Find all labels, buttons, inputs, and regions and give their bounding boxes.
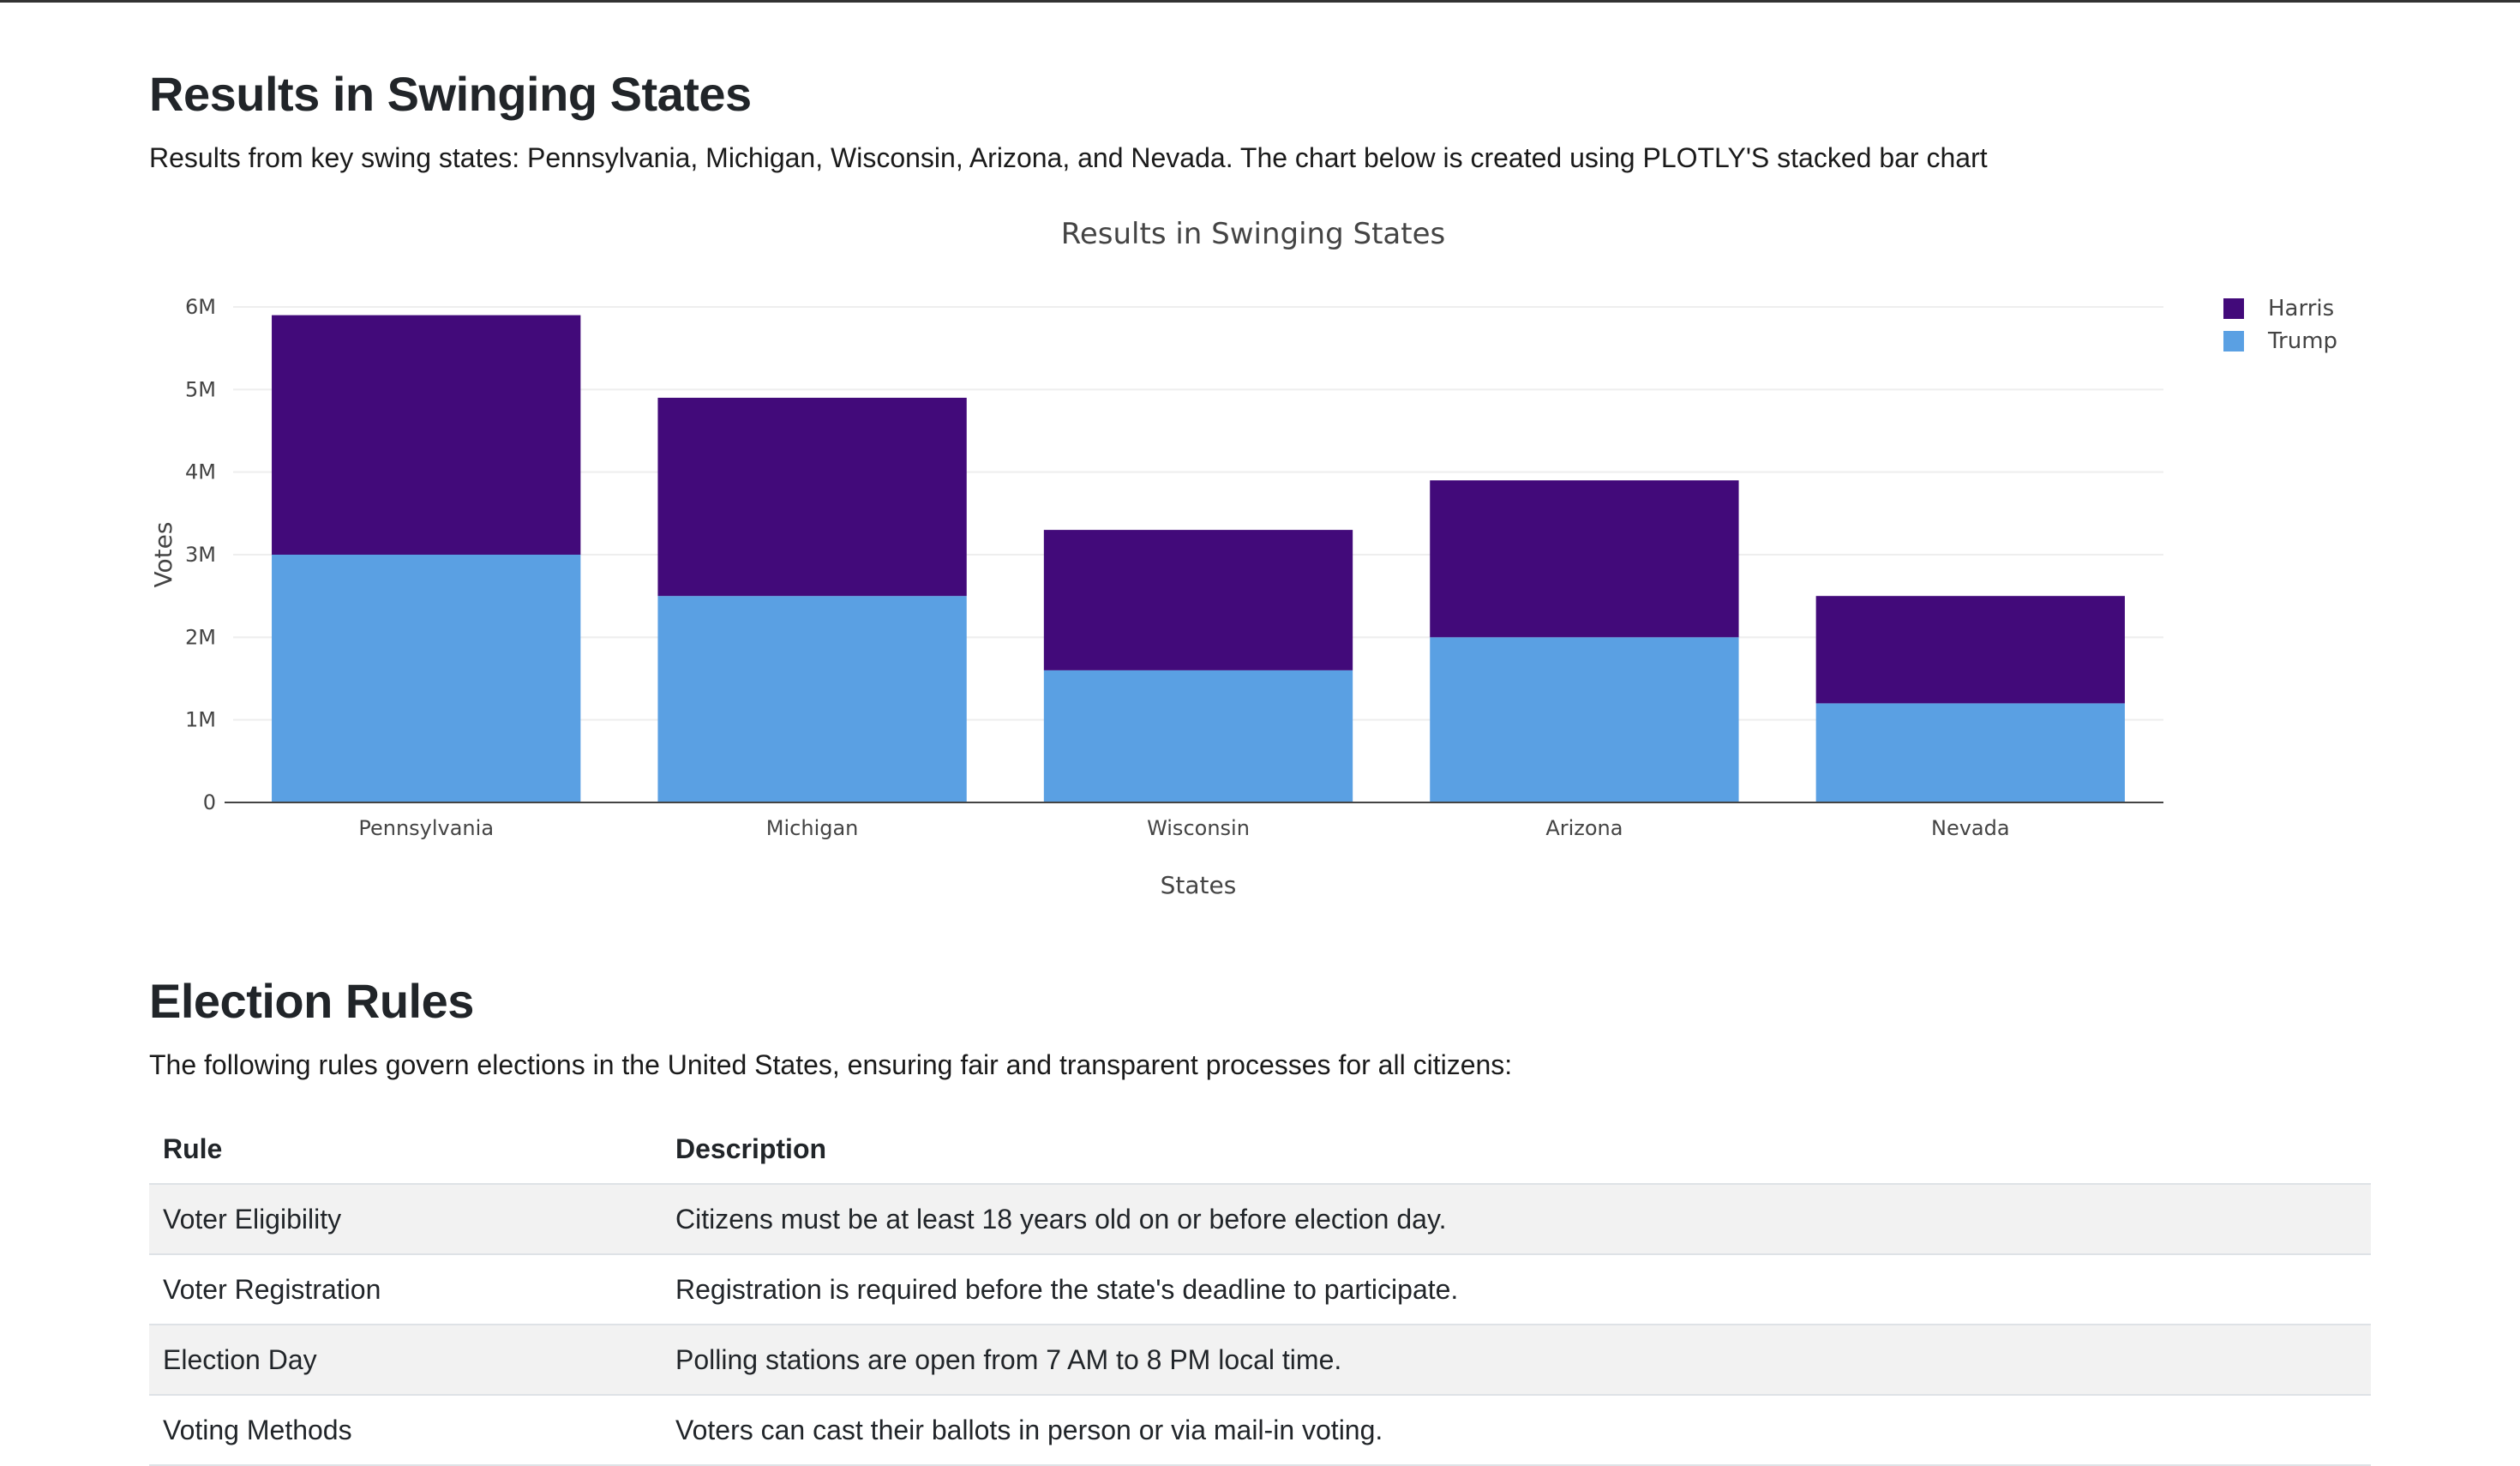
legend-swatch-harris <box>2223 298 2244 319</box>
bar-trump-michigan <box>657 596 967 802</box>
section-description-results: Results from key swing states: Pennsylva… <box>149 142 1988 173</box>
x-tick-label: Nevada <box>1931 816 2010 840</box>
bar-trump-wisconsin <box>1043 670 1353 802</box>
section-title-results: Results in Swinging States <box>149 67 752 121</box>
bar-trump-pennsylvania <box>272 555 581 802</box>
bar-harris-nevada <box>1815 596 2125 704</box>
legend-swatch-trump <box>2223 331 2244 351</box>
x-tick-label: Michigan <box>766 816 859 840</box>
table-row: Election Day Polling stations are open f… <box>149 1325 2371 1396</box>
column-header-description: Description <box>662 1115 2371 1185</box>
description-cell: Polling stations are open from 7 AM to 8… <box>662 1325 2371 1396</box>
table-row: Voter Registration Registration is requi… <box>149 1254 2371 1325</box>
description-cell: Citizens must be at least 18 years old o… <box>662 1184 2371 1255</box>
rule-cell: Election Day <box>149 1325 662 1396</box>
stacked-bar-chart[interactable]: Results in Swinging States 0 1M 2M 3M 4M 5M 6M P… <box>141 202 2369 922</box>
bar-harris-michigan <box>657 397 967 597</box>
bar-harris-wisconsin <box>1043 530 1353 670</box>
bar-harris-pennsylvania <box>272 315 581 555</box>
top-border <box>0 0 2520 3</box>
y-tick-label: 3M <box>185 543 216 567</box>
y-tick-label: 5M <box>185 377 216 401</box>
x-tick-label: Wisconsin <box>1147 816 1250 840</box>
legend-label-harris: Harris <box>2268 296 2334 321</box>
y-tick-label: 6M <box>185 295 216 319</box>
chart-container[interactable]: Results in Swinging States 0 1M 2M 3M 4M 5M 6M P… <box>141 202 2369 922</box>
legend-label-trump: Trump <box>2267 328 2337 354</box>
column-header-rule: Rule <box>149 1115 662 1185</box>
description-cell: Registration is required before the stat… <box>662 1254 2371 1325</box>
section-title-rules: Election Rules <box>149 974 474 1028</box>
chart-title: Results in Swinging States <box>1061 217 1445 251</box>
x-tick-label: Arizona <box>1545 816 1623 840</box>
description-cell: Voters can cast their ballots in person … <box>662 1395 2371 1466</box>
y-tick-label: 4M <box>185 460 216 484</box>
bar-trump-nevada <box>1815 703 2125 802</box>
table-row: Voter Eligibility Citizens must be at le… <box>149 1184 2371 1255</box>
x-axis-title: States <box>1161 871 1237 899</box>
rule-cell: Voting Methods <box>149 1395 662 1466</box>
bar-trump-arizona <box>1430 637 1739 802</box>
y-tick-label: 1M <box>185 708 216 732</box>
table-row: Voting Methods Voters can cast their bal… <box>149 1395 2371 1466</box>
section-description-rules: The following rules govern elections in … <box>149 1049 1513 1080</box>
y-axis-title: Votes <box>149 522 177 588</box>
y-tick-label: 2M <box>185 625 216 649</box>
y-tick-label: 0 <box>203 790 216 814</box>
table-header-row: Rule Description <box>149 1115 2371 1185</box>
x-tick-label: Pennsylvania <box>358 816 494 840</box>
rule-cell: Voter Eligibility <box>149 1184 662 1255</box>
rule-cell: Voter Registration <box>149 1254 662 1325</box>
election-rules-table: Rule Description Voter Eligibility Citiz… <box>149 1115 2371 1466</box>
bar-harris-arizona <box>1430 480 1739 638</box>
